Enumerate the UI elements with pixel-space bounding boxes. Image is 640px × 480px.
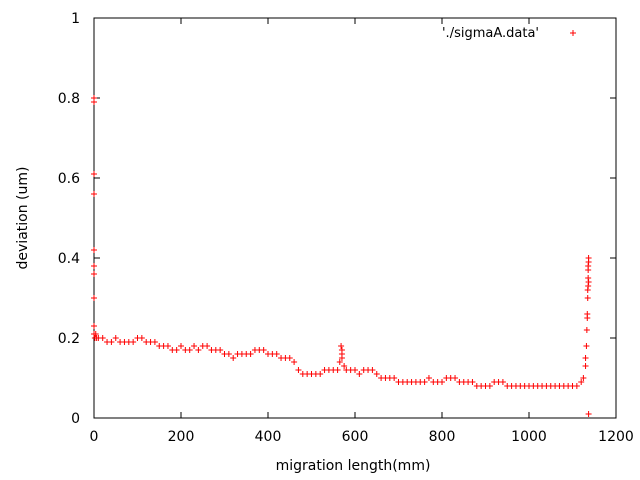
x-axis-ticks: 0 200 400 600 800 1000 1200 <box>90 18 634 445</box>
data-point <box>584 311 591 317</box>
data-point <box>164 343 171 349</box>
data-point <box>585 411 592 417</box>
series-points <box>91 95 592 417</box>
data-point <box>336 359 343 365</box>
data-point <box>91 323 97 329</box>
data-point <box>585 279 592 285</box>
data-point <box>286 355 293 361</box>
data-point <box>469 379 476 385</box>
data-point <box>91 99 97 105</box>
data-point <box>92 331 99 337</box>
data-point <box>99 335 106 341</box>
data-point <box>317 371 324 377</box>
data-point <box>341 363 348 369</box>
data-point <box>151 339 158 345</box>
data-point <box>578 379 585 385</box>
plot-frame <box>93 17 617 419</box>
data-point <box>439 379 445 385</box>
data-point <box>91 171 97 177</box>
x-axis-label: migration length(mm) <box>276 458 431 474</box>
data-point <box>425 375 432 381</box>
data-point <box>499 379 506 385</box>
data-point <box>91 247 97 253</box>
x-tick-label: 600 <box>342 429 369 445</box>
data-point <box>334 367 341 373</box>
data-point <box>295 367 302 373</box>
data-point <box>225 351 232 357</box>
x-tick-label: 800 <box>429 429 456 445</box>
data-point <box>452 375 459 381</box>
data-point <box>204 343 211 349</box>
y-tick-label: 0.4 <box>58 251 80 267</box>
data-point <box>191 343 198 349</box>
data-point <box>91 263 97 269</box>
data-point <box>584 295 591 301</box>
data-point <box>583 343 590 349</box>
data-point <box>373 371 380 377</box>
data-point <box>195 347 202 353</box>
legend-marker <box>570 30 576 36</box>
data-point <box>91 191 97 197</box>
data-point <box>582 355 589 361</box>
data-point <box>582 363 589 369</box>
x-tick-label: 0 <box>90 429 99 445</box>
data-point <box>573 383 580 389</box>
data-point <box>421 379 428 385</box>
y-tick-label: 0.2 <box>58 331 80 347</box>
data-point <box>178 343 184 349</box>
x-tick-label: 1000 <box>511 429 547 445</box>
data-point <box>108 339 115 345</box>
data-point <box>173 347 180 353</box>
data-point <box>352 367 358 373</box>
y-axis-label: deviation (um) <box>15 167 31 270</box>
data-point <box>260 347 267 353</box>
data-point <box>247 351 254 357</box>
data-point <box>217 347 224 353</box>
data-point <box>338 355 345 361</box>
data-point <box>112 335 119 341</box>
data-point <box>583 327 590 333</box>
data-point <box>486 383 493 389</box>
data-point <box>291 359 298 365</box>
data-point <box>91 271 97 277</box>
data-point <box>91 295 97 301</box>
data-point <box>138 335 145 341</box>
legend: './sigmaA.data' <box>442 26 576 41</box>
y-tick-label: 1 <box>71 11 80 27</box>
y-tick-label: 0.6 <box>58 171 80 187</box>
y-tick-label: 0 <box>71 411 80 427</box>
data-point <box>230 355 237 361</box>
data-point <box>369 367 376 373</box>
data-point <box>186 347 193 353</box>
y-axis-ticks: 0 0.2 0.4 0.6 0.8 1 <box>58 11 616 427</box>
data-point <box>580 375 587 381</box>
legend-plus-icon <box>570 30 576 36</box>
data-point <box>391 375 398 381</box>
x-tick-label: 200 <box>168 429 195 445</box>
y-tick-label: 0.8 <box>58 91 80 107</box>
data-point <box>338 347 345 353</box>
data-point <box>273 351 280 357</box>
x-tick-label: 400 <box>255 429 282 445</box>
data-point <box>130 339 137 345</box>
data-point <box>338 343 345 349</box>
x-tick-label: 1200 <box>598 429 634 445</box>
data-point <box>585 255 592 261</box>
data-point <box>356 371 363 377</box>
legend-label: './sigmaA.data' <box>442 26 539 41</box>
